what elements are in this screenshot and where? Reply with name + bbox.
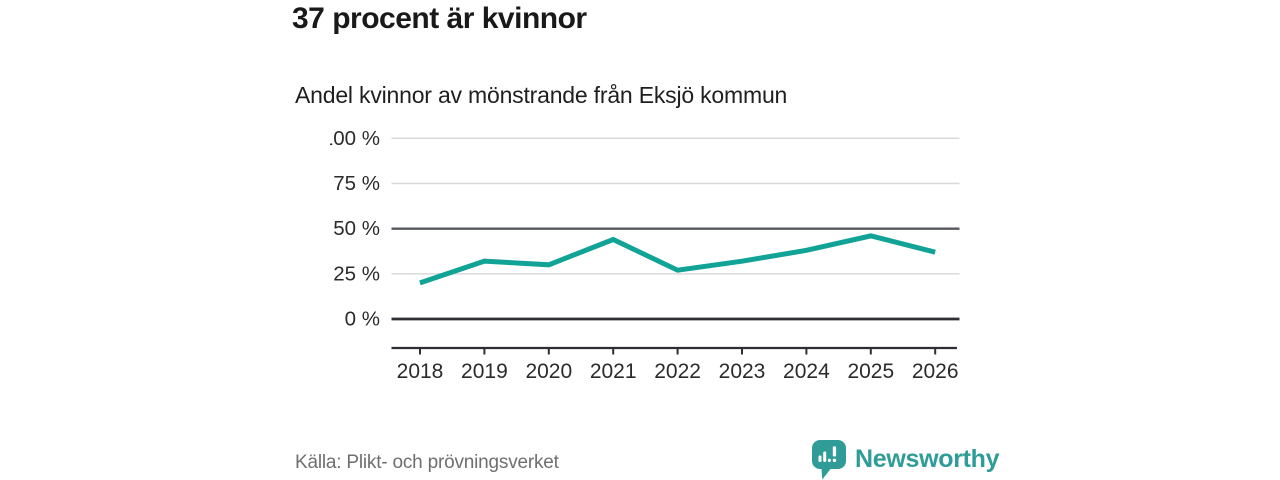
y-tick-label: 0 % (345, 308, 380, 331)
source-attribution: Källa: Plikt- och prövningsverket (295, 452, 559, 473)
chart-headline: 37 procent är kvinnor (292, 2, 587, 35)
chart-subtitle: Andel kvinnor av mönstrande från Eksjö k… (295, 82, 788, 108)
x-tick-label: 2019 (461, 360, 508, 383)
x-tick-label: 2020 (525, 360, 572, 383)
y-tick-label: 75 % (333, 172, 380, 195)
x-tick-label: 2021 (590, 360, 637, 383)
x-tick-label: 2023 (719, 360, 766, 383)
bar-small (818, 455, 822, 462)
exclamation-dot (832, 458, 837, 462)
y-tick-label: 25 % (333, 262, 380, 285)
x-tick-label: 2025 (847, 360, 894, 383)
y-tick-label: 100 % (330, 128, 380, 150)
bar-dot (827, 458, 831, 462)
data-series-line (419, 233, 936, 286)
x-tick-label: 2026 (912, 360, 959, 383)
newsworthy-wordmark: Newsworthy (855, 445, 1000, 473)
exclamation-stem (832, 446, 837, 457)
x-tick-label: 2024 (783, 360, 830, 383)
bar-tall (823, 451, 827, 462)
x-tick-label: 2022 (654, 360, 701, 383)
line-chart: 0 % 25 % 50 % 75 % 100 % 2018 2019 2020 2021 2022… (330, 128, 960, 383)
x-tick-label: 2018 (397, 360, 444, 383)
y-tick-label: 50 % (333, 217, 380, 240)
newsworthy-logo-icon (812, 440, 846, 480)
newsworthy-logo: Newsworthy (812, 440, 1000, 480)
